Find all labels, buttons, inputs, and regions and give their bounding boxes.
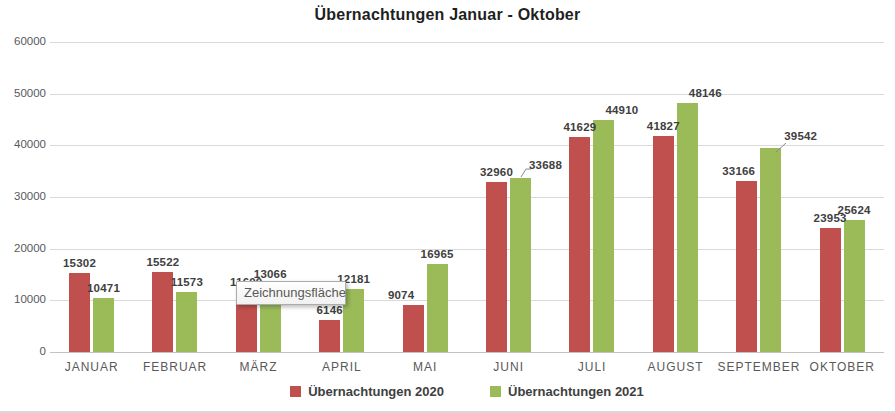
bar-value-label: 25624 [794,204,895,216]
legend: Übernachtungen 2020 Übernachtungen 2021 [50,384,884,399]
y-gridline [50,300,884,301]
bar-value-label: 39542 [741,130,861,142]
bar-value-label: 15522 [103,256,223,268]
y-axis-tick-label: 0 [8,345,46,357]
bar-2021-mai[interactable] [427,264,448,352]
bar-value-label: 48146 [645,87,765,99]
bar-value-label: 16965 [377,248,497,260]
y-gridline [50,197,884,198]
legend-item-2020[interactable]: Übernachtungen 2020 [290,384,444,399]
legend-swatch-2020 [290,386,301,397]
bar-2021-februar[interactable] [176,292,197,352]
bar-2021-september[interactable] [760,148,781,352]
bar-2020-august[interactable] [653,136,674,352]
bar-2021-januar[interactable] [93,298,114,352]
y-gridline [50,145,884,146]
x-axis-category-juli: JULI [550,360,633,374]
x-axis-category-september: SEPTEMBER [717,360,800,374]
bar-2020-juni[interactable] [486,182,507,352]
bar-2020-april[interactable] [319,320,340,352]
bar-2020-september[interactable] [736,181,757,352]
bar-2021-oktober[interactable] [844,220,865,352]
x-axis-category-januar: JANUAR [50,360,133,374]
y-axis-tick-label: 40000 [8,138,46,150]
y-axis-tick-label: 30000 [8,190,46,202]
x-axis-category-märz: MÄRZ [217,360,300,374]
legend-label-2020: Übernachtungen 2020 [308,384,444,399]
x-axis-category-april: APRIL [300,360,383,374]
bar-value-label: 33688 [486,159,606,171]
bar-2021-august[interactable] [677,103,698,352]
bar-2021-juni[interactable] [510,178,531,352]
plot-area-tooltip: Zeichnungsfläche [236,281,346,305]
y-gridline [50,42,884,43]
x-axis-category-oktober: OKTOBER [801,360,884,374]
y-axis-tick-label: 50000 [8,87,46,99]
legend-item-2021[interactable]: Übernachtungen 2021 [490,384,644,399]
chart-title[interactable]: Übernachtungen Januar - Oktober [0,6,895,24]
x-axis-category-mai: MAI [384,360,467,374]
excel-chart-area[interactable]: Übernachtungen Januar - Oktober 0 10000 20… [0,0,895,413]
y-axis-tick-label: 20000 [8,242,46,254]
x-axis-line [50,352,884,353]
bar-value-label: 9074 [341,289,461,301]
bar-value-label: 6146 [270,304,390,316]
x-axis-category-februar: FEBRUAR [133,360,216,374]
y-axis-tick-label: 60000 [8,35,46,47]
y-axis-tick-label: 10000 [8,293,46,305]
bar-value-label: 44910 [562,104,682,116]
bar-2021-juli[interactable] [593,120,614,352]
x-axis-category-juni: JUNI [467,360,550,374]
legend-label-2021: Übernachtungen 2021 [508,384,644,399]
x-axis-category-august: AUGUST [634,360,717,374]
bar-value-label: 41827 [603,120,723,132]
bar-2020-oktober[interactable] [820,228,841,352]
bar-value-label: 33166 [679,165,799,177]
legend-swatch-2021 [490,386,501,397]
bar-2020-mai[interactable] [403,305,424,352]
